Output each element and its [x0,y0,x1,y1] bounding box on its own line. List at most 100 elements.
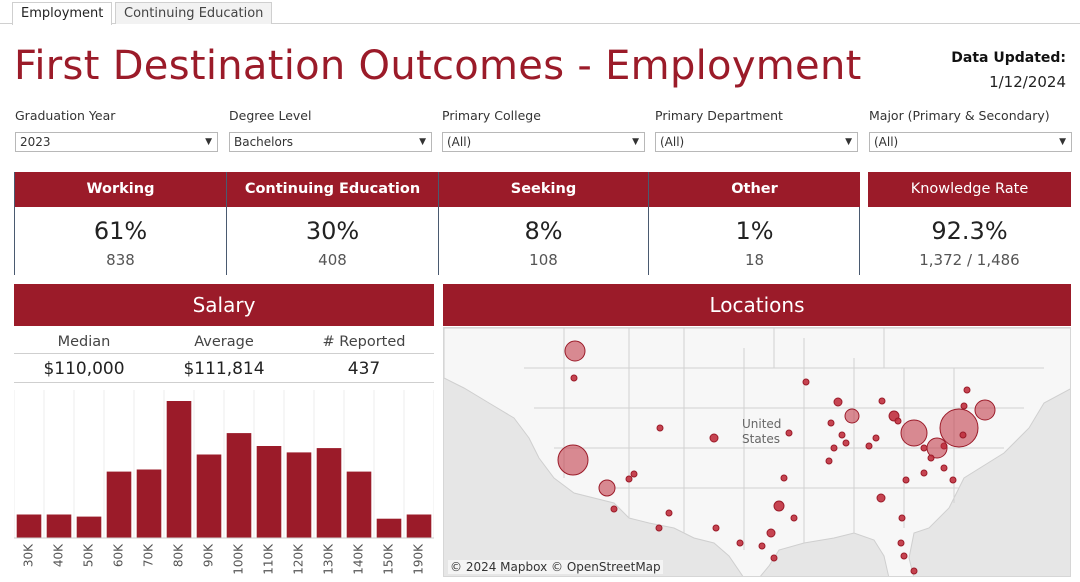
location-marker [656,424,664,432]
location-marker [785,429,793,437]
histogram-bar[interactable] [256,446,282,538]
dropdown-value: Bachelors [234,135,294,149]
kpi-label: Knowledge Rate [868,172,1071,207]
filter-primary-department: Primary Department (All) ▼ [655,108,858,152]
locations-map[interactable]: United States © 2024 Mapbox © OpenStreetM… [443,327,1071,577]
filter-label: Primary Department [655,108,783,123]
page-title: First Destination Outcomes - Employment [14,43,862,89]
us-land [444,328,1070,576]
location-marker [960,402,968,410]
kpi-knowledge-rate: Knowledge Rate 92.3% 1,372 / 1,486 [868,172,1071,275]
dropdown-value: (All) [660,135,685,149]
kpi-percent: 8% [524,217,563,245]
location-marker [974,399,996,421]
location-marker [758,542,766,550]
location-marker [910,567,918,575]
location-marker [625,475,633,483]
location-marker [900,552,908,560]
x-tick-label: 50K [82,543,96,567]
kpi-seeking[interactable]: Seeking 8% 108 [438,172,648,275]
kpi-count: 18 [744,251,765,269]
tab-employment[interactable]: Employment [12,2,113,25]
histogram-bar[interactable] [316,448,342,538]
histogram-bar[interactable] [166,401,192,538]
location-marker [897,539,905,547]
location-marker [802,378,810,386]
histogram-bar[interactable] [76,516,102,538]
filter-graduation-year: Graduation Year 2023 ▼ [15,108,218,152]
graduation-year-dropdown[interactable]: 2023 ▼ [15,132,218,152]
kpi-count: 838 [106,251,135,269]
location-marker [630,470,638,478]
location-marker [570,374,578,382]
histogram-bar[interactable] [226,433,252,538]
location-marker [766,528,776,538]
histogram-bar[interactable] [16,514,42,539]
location-marker [665,509,673,517]
x-tick-label: 100K [232,543,246,575]
histogram-bar[interactable] [376,518,402,538]
filter-degree-level: Degree Level Bachelors ▼ [229,108,432,152]
x-tick-label: 70K [142,543,156,567]
primary-college-dropdown[interactable]: (All) ▼ [442,132,645,152]
kpi-label: Working [15,172,226,207]
location-marker [878,397,886,405]
salary-reported-value: 437 [347,359,381,379]
location-marker [900,419,928,447]
kpi-ratio: 1,372 / 1,486 [919,251,1020,269]
dropdown-value: (All) [447,135,472,149]
x-tick-label: 150K [382,543,396,575]
location-marker [939,408,979,448]
kpi-label: Other [649,172,860,207]
degree-level-dropdown[interactable]: Bachelors ▼ [229,132,432,152]
country-label: United States [742,417,781,446]
histogram-bar[interactable] [406,514,432,539]
x-tick-label: 140K [352,543,366,575]
location-marker [920,469,928,477]
kpi-divider [859,207,860,275]
salary-column-headers: Median Average # Reported [14,330,434,354]
histogram-bar[interactable] [136,469,162,539]
kpi-other[interactable]: Other 1% 18 [648,172,860,275]
primary-department-dropdown[interactable]: (All) ▼ [655,132,858,152]
x-tick-label: 190K [412,543,426,575]
kpi-working[interactable]: Working 61% 838 [14,172,226,275]
tab-continuing-education[interactable]: Continuing Education [115,2,273,24]
data-updated-date: 1/12/2024 [989,73,1066,91]
kpi-percent: 61% [93,217,148,245]
location-marker [927,454,935,462]
histogram-bar[interactable] [196,454,222,539]
histogram-bar[interactable] [286,452,312,538]
x-tick-label: 40K [52,543,66,567]
kpi-percent: 30% [305,217,360,245]
major-dropdown[interactable]: (All) ▼ [869,132,1072,152]
location-marker [736,539,744,547]
kpi-percent: 1% [735,217,774,245]
histogram-bar[interactable] [46,514,72,539]
location-marker [872,434,880,442]
chevron-down-icon: ▼ [205,137,212,147]
location-marker [920,444,928,452]
location-marker [949,476,957,484]
histogram-bar[interactable] [346,471,372,538]
histogram-bar[interactable] [106,471,132,538]
location-marker [833,397,843,407]
location-marker [842,439,850,447]
location-marker [825,457,833,465]
location-marker [963,386,971,394]
salary-reported-label: # Reported [322,334,406,350]
location-marker [557,444,589,476]
dropdown-value: 2023 [20,135,51,149]
filter-label: Major (Primary & Secondary) [869,108,1050,123]
locations-header: Locations [443,284,1071,326]
salary-median-value: $110,000 [43,359,125,379]
location-marker [780,474,788,482]
location-marker [709,433,719,443]
kpi-continuing-education[interactable]: Continuing Education 30% 408 [226,172,438,275]
us-map: United States [444,328,1070,576]
salary-average-label: Average [194,334,254,350]
location-marker [827,419,835,427]
salary-header: Salary [14,284,434,326]
location-marker [655,524,663,532]
location-marker [610,505,618,513]
